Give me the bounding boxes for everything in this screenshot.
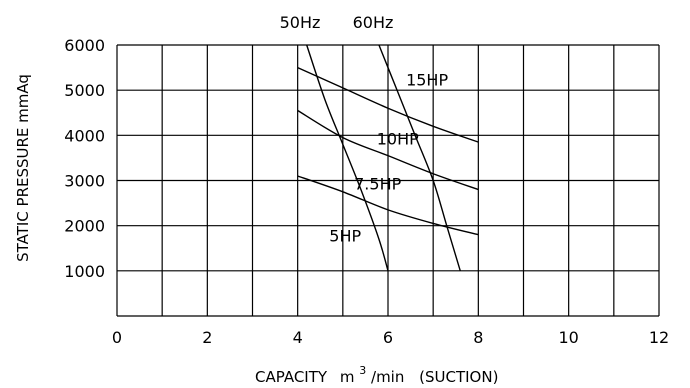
series-line-50hz bbox=[306, 44, 389, 272]
grid bbox=[116, 44, 660, 317]
x-axis-label-unit-sup: 3 bbox=[359, 364, 366, 377]
curve-label: 10HP bbox=[377, 129, 419, 148]
series-line-10hp bbox=[297, 109, 479, 191]
x-axis-label: CAPACITY m 3 /min (SUCTION) bbox=[255, 360, 498, 386]
curve-labels: 15HP 10HP 7.5HP 5HP bbox=[329, 71, 448, 246]
x-axis-label-suffix: (SUCTION) bbox=[419, 368, 498, 386]
y-axis-label: STATIC PRESSURE mmAq bbox=[14, 74, 32, 262]
y-tick-label: 1000 bbox=[64, 262, 105, 281]
x-tick-label: 4 bbox=[293, 328, 303, 347]
y-tick-label: 2000 bbox=[64, 217, 105, 236]
y-tick-label: 6000 bbox=[64, 36, 105, 55]
x-tick-label: 6 bbox=[383, 328, 393, 347]
top-label-60hz: 60Hz bbox=[353, 13, 394, 32]
top-label-50hz: 50Hz bbox=[280, 13, 321, 32]
curve-label: 5HP bbox=[329, 226, 361, 245]
y-tick-label: 3000 bbox=[64, 172, 105, 191]
x-axis-label-unit-base: m bbox=[340, 368, 355, 386]
x-tick-label: 0 bbox=[112, 328, 122, 347]
series-line-15hp bbox=[297, 66, 479, 143]
x-axis-label-prefix: CAPACITY bbox=[255, 368, 328, 386]
curve-label: 7.5HP bbox=[354, 175, 401, 194]
y-tick-label: 4000 bbox=[64, 126, 105, 145]
x-tick-label: 10 bbox=[558, 328, 578, 347]
y-tick-label: 5000 bbox=[64, 81, 105, 100]
x-axis-label-unit-rest: /min bbox=[371, 368, 404, 386]
x-tick-label: 12 bbox=[649, 328, 669, 347]
curve-label: 15HP bbox=[406, 71, 448, 90]
x-tick-label: 2 bbox=[202, 328, 212, 347]
series-line-60hz bbox=[378, 44, 461, 272]
x-tick-labels: 0 2 4 6 8 10 12 bbox=[112, 328, 669, 347]
x-tick-label: 8 bbox=[473, 328, 483, 347]
curves bbox=[297, 44, 479, 272]
y-tick-labels: 1000 2000 3000 4000 5000 6000 bbox=[64, 36, 105, 281]
